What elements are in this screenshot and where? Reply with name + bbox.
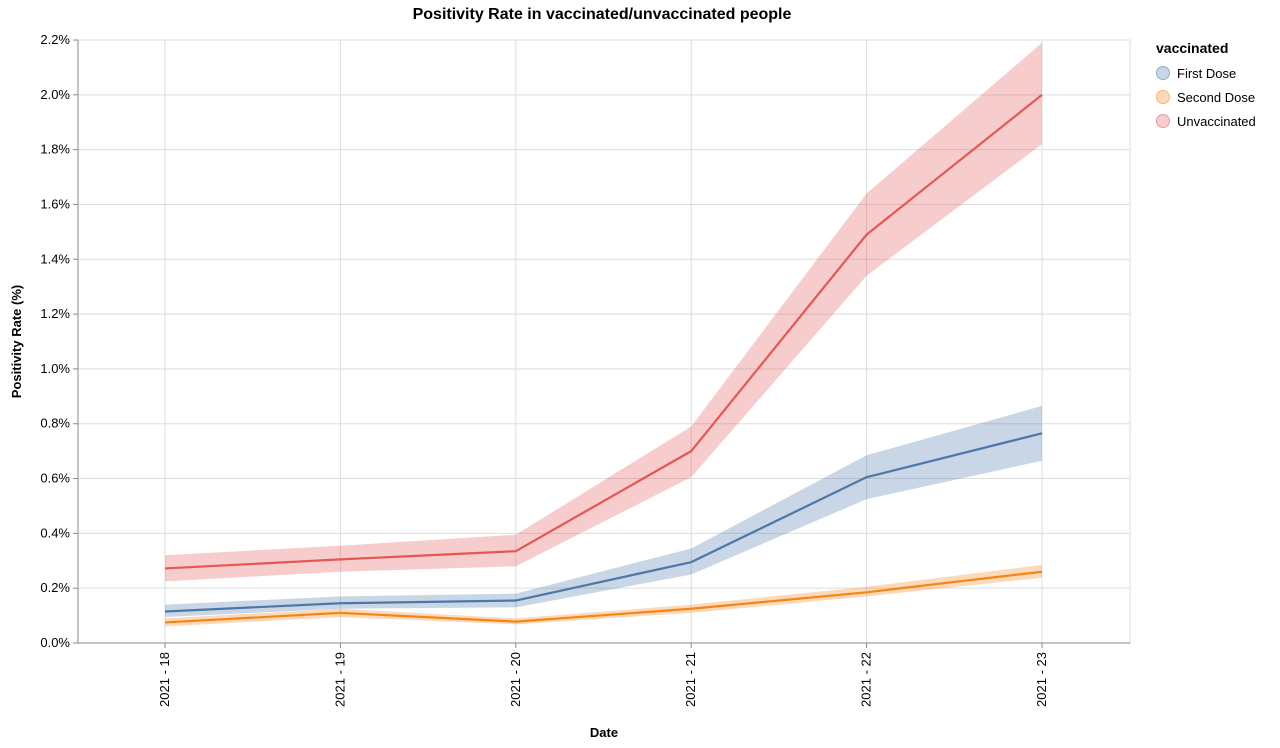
- point-unvaccinated: [163, 566, 168, 571]
- line-unvaccinated: [164, 93, 1043, 570]
- x-axis-title: Date: [590, 725, 618, 740]
- y-tick-label: 0.2%: [40, 580, 70, 595]
- point-unvaccinated: [1040, 92, 1045, 97]
- y-axis-title: Positivity Rate (%): [9, 285, 24, 398]
- series-lines: [163, 92, 1045, 625]
- x-tick-label: 2021 - 23: [1034, 652, 1049, 707]
- point-first-dose: [864, 475, 869, 480]
- point-first-dose: [513, 598, 518, 603]
- x-tick-label: 2021 - 21: [683, 652, 698, 707]
- band-first-dose: [165, 405, 1042, 617]
- legend-swatch-unvaccinated: [1156, 114, 1170, 128]
- x-axis: 2021 - 18 2021 - 19 2021 - 20 2021 - 21 2021…: [78, 642, 1130, 707]
- chart-title: Positivity Rate in vaccinated/unvaccinat…: [412, 6, 792, 23]
- y-tick-label: 0.6%: [40, 471, 70, 486]
- legend-swatch-second-dose: [1156, 90, 1170, 104]
- x-tick-label: 2021 - 20: [508, 652, 523, 707]
- legend-item-second-dose[interactable]: Second Dose: [1156, 85, 1280, 109]
- positivity-rate-chart: 0.0% 0.2% 0.4% 0.6% 0.8% 1.0% 1.2% 1.4% 1.6% 1.8%…: [9, 32, 1131, 740]
- legend-label-second-dose: Second Dose: [1177, 89, 1256, 105]
- point-second-dose: [1040, 569, 1045, 574]
- legend: vaccinated First Dose Second Dose Unvacc…: [1156, 39, 1280, 133]
- legend-swatch-first-dose: [1156, 66, 1170, 80]
- y-tick-label: 2.0%: [40, 87, 70, 102]
- x-tick-label: 2021 - 22: [859, 652, 874, 707]
- y-tick-label: 1.6%: [40, 196, 70, 211]
- y-tick-label: 0.4%: [40, 525, 70, 540]
- x-tick-label: 2021 - 19: [332, 652, 347, 707]
- point-first-dose: [163, 609, 168, 614]
- y-tick-label: 2.2%: [40, 32, 70, 47]
- legend-item-unvaccinated[interactable]: Unvaccinated: [1156, 109, 1280, 133]
- point-second-dose: [338, 610, 343, 615]
- point-first-dose: [1040, 431, 1045, 436]
- legend-label-unvaccinated: Unvaccinated: [1177, 113, 1256, 129]
- line-second-dose: [164, 570, 1043, 624]
- confidence-bands: [165, 42, 1042, 627]
- point-second-dose: [163, 620, 168, 625]
- point-first-dose: [689, 560, 694, 565]
- point-unvaccinated: [513, 549, 518, 554]
- legend-label-first-dose: First Dose: [1177, 65, 1237, 81]
- point-second-dose: [689, 606, 694, 611]
- line-first-dose: [164, 432, 1043, 613]
- point-first-dose: [338, 601, 343, 606]
- band-second-dose: [165, 564, 1042, 627]
- point-unvaccinated: [338, 557, 343, 562]
- y-tick-label: 1.8%: [40, 142, 70, 157]
- y-axis: 0.0% 0.2% 0.4% 0.6% 0.8% 1.0% 1.2% 1.4% 1.6% 1.8%…: [40, 32, 79, 650]
- y-tick-label: 1.0%: [40, 361, 70, 376]
- y-tick-label: 1.2%: [40, 306, 70, 321]
- point-second-dose: [864, 590, 869, 595]
- point-unvaccinated: [689, 449, 694, 454]
- legend-item-first-dose[interactable]: First Dose: [1156, 61, 1280, 85]
- x-tick-label: 2021 - 18: [157, 652, 172, 707]
- legend-title: vaccinated: [1156, 40, 1229, 56]
- point-second-dose: [513, 619, 518, 624]
- y-tick-label: 0.0%: [40, 635, 70, 650]
- point-unvaccinated: [864, 232, 869, 237]
- y-tick-label: 1.4%: [40, 251, 70, 266]
- y-tick-label: 0.8%: [40, 416, 70, 431]
